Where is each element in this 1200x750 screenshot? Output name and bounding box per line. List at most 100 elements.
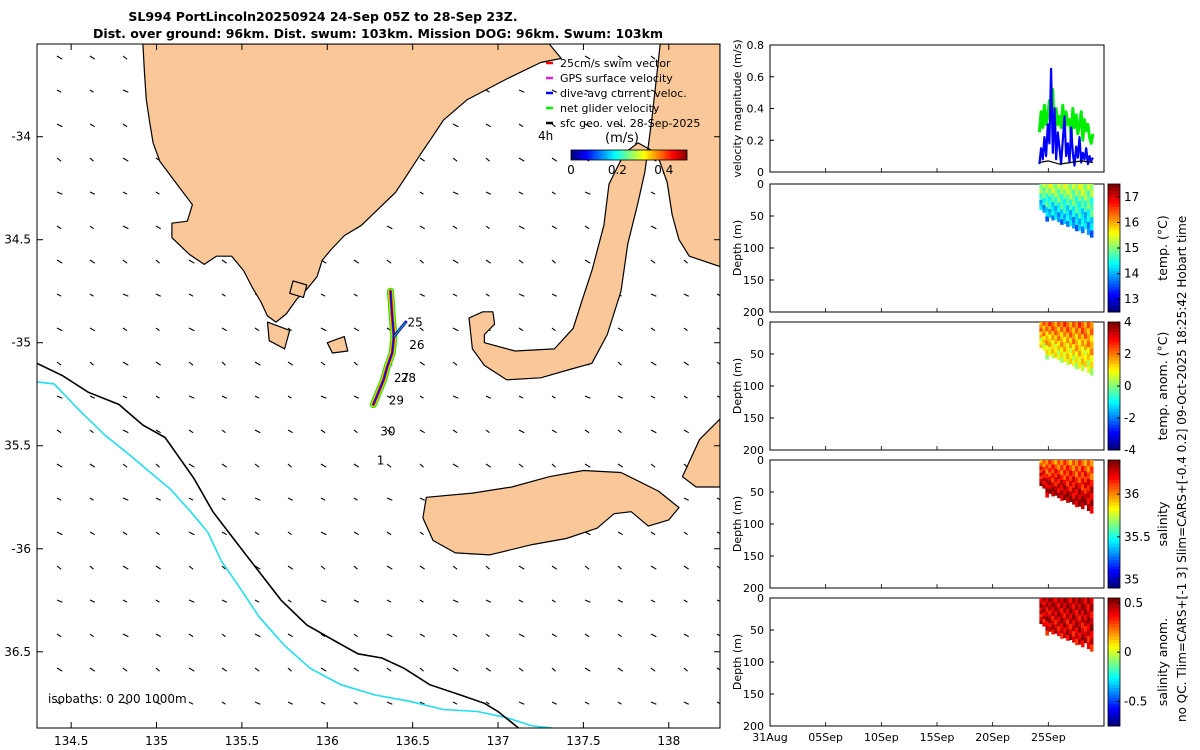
salanom-cell — [1042, 601, 1046, 606]
temp-ytick-label: 200 — [743, 306, 764, 319]
colorbar-cell — [576, 150, 578, 160]
colorbar-cell — [595, 150, 597, 160]
salanom-ytick-label: 150 — [743, 688, 764, 701]
salanom-cell — [1042, 619, 1046, 624]
salanom-cell — [1081, 622, 1085, 629]
velocity-arrow — [221, 259, 228, 264]
temp-cell — [1066, 184, 1070, 190]
velocity-arrow — [485, 565, 490, 570]
salanom-cell — [1081, 634, 1085, 642]
salanom-cell — [1086, 598, 1091, 605]
tempanom-cell — [1072, 344, 1076, 351]
salanom-cell — [1072, 636, 1076, 643]
velocity-arrow — [518, 259, 524, 264]
velocity-arrow — [650, 599, 656, 603]
temp-cell — [1045, 216, 1049, 222]
velocity-arrow — [650, 225, 657, 230]
map-xtick-label: 137.5 — [566, 734, 600, 748]
velocity-arrow — [254, 531, 260, 536]
tempanom-cell — [1042, 339, 1046, 344]
salinity-colorbar-cell — [1108, 536, 1120, 541]
colorbar-cell — [593, 150, 595, 160]
colorbar-cell — [666, 150, 668, 160]
salanom-colorbar-frame — [1107, 597, 1121, 727]
temp-cell — [1084, 200, 1088, 207]
velocity-arrow — [122, 429, 129, 434]
colorbar-cell — [677, 150, 679, 160]
salanom-cell — [1060, 628, 1064, 634]
colorbar-cell — [658, 150, 660, 160]
salinity-cell — [1048, 489, 1052, 494]
salanom-cell — [1060, 598, 1064, 604]
temp-cell — [1084, 189, 1088, 196]
temp-cell — [1069, 220, 1073, 227]
temp-cell — [1072, 211, 1076, 218]
temp-colorbar-cell — [1108, 228, 1120, 233]
tempanom-colorbar-cell — [1108, 402, 1120, 406]
velocity-arrow — [518, 157, 525, 162]
velocity-arrow — [56, 463, 63, 468]
tempanom-colorbar-cell — [1108, 360, 1120, 365]
velocity-arrow — [188, 327, 195, 332]
velocity-arrow — [650, 191, 656, 195]
velocity-arrow — [122, 191, 128, 195]
velocity-arrow — [56, 599, 63, 603]
salanom-cell — [1051, 598, 1055, 603]
velocity-arrow — [650, 429, 657, 434]
salinity-cell — [1039, 469, 1043, 474]
colorbar-cell — [644, 150, 646, 160]
salinity-colorbar-cell — [1108, 562, 1120, 567]
salanom-cell — [1086, 623, 1091, 631]
velocity-arrow — [650, 565, 657, 570]
tempanom-cell — [1086, 334, 1091, 342]
salinity-cell — [1063, 465, 1067, 471]
tempanom-cell — [1086, 328, 1091, 336]
tempanom-colorbar-cell — [1108, 354, 1120, 358]
temp-cell — [1051, 197, 1055, 203]
velocity-arrow — [287, 667, 292, 672]
salanom-cell — [1042, 608, 1046, 613]
salanom-colorbar: 0.5 0 -0.5 — [1107, 596, 1147, 727]
temp-cell — [1045, 207, 1049, 213]
tempanom-cell — [1048, 334, 1052, 340]
tempanom-cell — [1051, 348, 1055, 354]
salanom-colorbar-cell — [1108, 690, 1120, 695]
colorbar-cell — [662, 150, 664, 160]
velocity-arrow — [122, 497, 129, 501]
salanom-colorbar-cell — [1108, 678, 1120, 682]
tempanom-cell — [1081, 358, 1085, 366]
temp-colorbar-cell — [1108, 254, 1120, 259]
salinity-colorbar-cell — [1108, 492, 1120, 496]
temp-colorbar-cell — [1108, 206, 1120, 211]
colorbar-cell — [686, 150, 688, 160]
tempanom-colorbar-tick-label: -4 — [1124, 443, 1136, 457]
salanom-cell — [1057, 607, 1061, 613]
salinity-cell — [1042, 463, 1046, 468]
temp-cell — [1086, 196, 1091, 204]
temp-cell — [1072, 206, 1076, 213]
colorbar-cell — [638, 150, 640, 160]
colorbar-cell — [617, 150, 619, 160]
salanom-colorbar-cell — [1108, 681, 1120, 685]
velocity-series-net — [1037, 88, 1095, 145]
velocity-arrow — [617, 361, 622, 366]
salinity-cell — [1086, 479, 1091, 486]
salanom-cell — [1086, 629, 1091, 637]
colorbar-cell — [621, 150, 623, 160]
temp-cell — [1086, 215, 1091, 223]
velocity-arrow — [320, 531, 327, 536]
temp-cell — [1060, 189, 1064, 195]
velocity-arrow — [650, 293, 657, 297]
temp-colorbar-tick-label: 14 — [1124, 267, 1139, 281]
tempanom-cell — [1051, 335, 1055, 341]
colorbar-cell — [675, 150, 677, 160]
temp-cell — [1054, 184, 1058, 189]
colorbar-tick-label: 0.2 — [608, 163, 627, 177]
velocity-arrow — [320, 633, 326, 638]
velocity-arrow — [122, 531, 128, 536]
salanom-cell — [1086, 604, 1091, 612]
salinity-cell — [1042, 477, 1046, 482]
temp-cell — [1054, 206, 1058, 211]
tempanom-colorbar-cell — [1108, 322, 1120, 326]
salanom-ytick-label: 0 — [757, 592, 764, 605]
